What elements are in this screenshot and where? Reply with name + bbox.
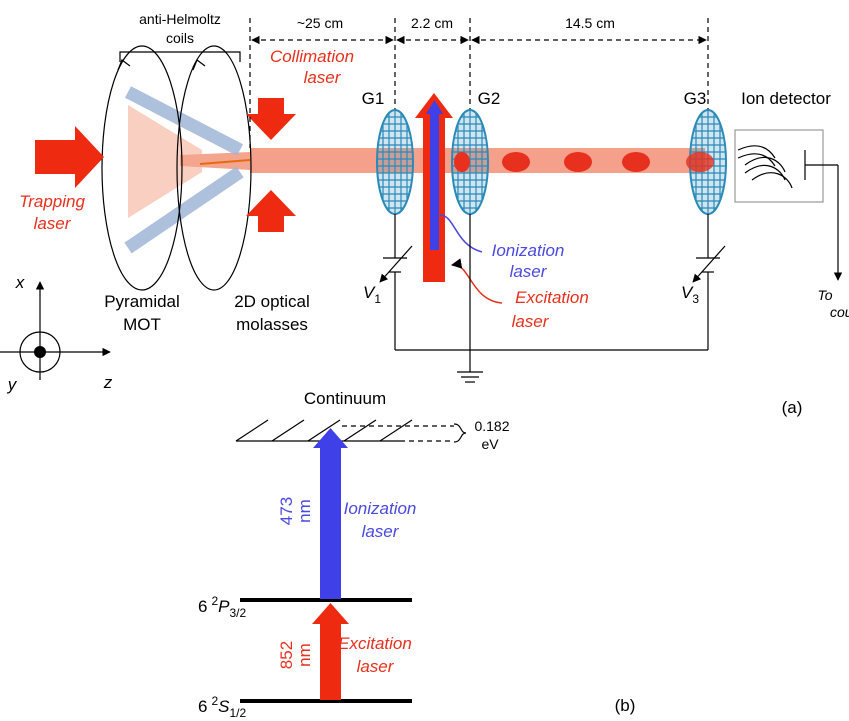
ion-detector-label: Ion detector — [741, 89, 831, 108]
continuum-edge-part — [236, 420, 268, 441]
wavelength-label: nm — [295, 499, 314, 523]
circuit-part — [380, 246, 412, 282]
voltage-label: V3 — [681, 283, 699, 306]
level-j: 3/2 — [230, 606, 247, 620]
distance-label: ~25 cm — [297, 15, 343, 31]
level-n: 6 — [198, 597, 207, 616]
beam-cone — [128, 105, 705, 218]
atom-dots-part — [502, 152, 530, 172]
excitation-label: Excitation — [515, 288, 589, 307]
voltage-label: V1 — [363, 283, 381, 306]
wavelength-label: nm — [295, 643, 314, 667]
ionization-leader — [440, 215, 482, 252]
mot-label: MOT — [123, 315, 161, 334]
coils-label: coils — [166, 30, 194, 46]
molasses-label: molasses — [236, 315, 308, 334]
continuum-edge-part — [380, 420, 412, 441]
mot-label: Pyramidal — [104, 292, 180, 311]
ionization-label: laser — [362, 522, 400, 541]
trapping-label: Trapping — [19, 192, 85, 211]
collimation-label: Collimation — [270, 47, 354, 66]
level-n: 6 — [198, 697, 207, 716]
atom-dots-part — [622, 152, 650, 172]
collimation-label: laser — [304, 68, 342, 87]
continuum-edge-part — [272, 420, 304, 441]
gap-label: eV — [481, 436, 499, 452]
voltage-sub: 1 — [374, 292, 381, 306]
counter-label: counter — [830, 304, 849, 320]
continuum-label: Continuum — [304, 389, 386, 408]
ionization-arrow-part — [313, 428, 348, 448]
atom-dots-part — [454, 152, 470, 172]
excitation-leader — [452, 265, 502, 303]
axis-label: z — [103, 373, 113, 392]
page: {"panel_a": { "coils_label": ["anti-Helm… — [0, 0, 849, 721]
excitation-arrow-part — [312, 603, 349, 624]
continuum-edge-part — [454, 424, 466, 442]
excitation-label: Excitation — [338, 634, 412, 653]
grid-label: G2 — [478, 89, 501, 108]
trapping-label: laser — [34, 214, 72, 233]
grid-label: G1 — [362, 89, 385, 108]
collimation-arrow — [246, 98, 296, 140]
coils-label: anti-Helmoltz — [139, 11, 221, 27]
counter-label: To — [817, 287, 832, 303]
continuum-edge-part — [344, 420, 376, 441]
trapping-arrow — [35, 126, 104, 188]
wavelength-label: 473 — [277, 497, 296, 525]
ion-detector-part — [735, 130, 823, 202]
grid-label: G3 — [684, 89, 707, 108]
grid-electrode — [377, 110, 413, 214]
level-j: 1/2 — [230, 706, 247, 720]
continuum-edge — [236, 420, 466, 442]
ionization-label: laser — [510, 262, 548, 281]
distance-label: 14.5 cm — [565, 15, 615, 31]
collimation-arrow — [246, 190, 296, 232]
molasses-label: 2D optical — [234, 292, 310, 311]
gap-label: 0.182 — [474, 418, 509, 434]
ionization-beam-part — [430, 112, 439, 250]
axis-label: x — [15, 273, 25, 292]
panel-label: (a) — [782, 398, 803, 417]
ion-detector — [735, 130, 838, 280]
voltage-sub: 3 — [692, 292, 699, 306]
ionization-label: Ionization — [492, 241, 565, 260]
axis-label: y — [7, 375, 18, 394]
ionization-label: Ionization — [344, 499, 417, 518]
level-l: P — [218, 597, 230, 616]
circuit-part — [693, 246, 725, 282]
distance-label: 2.2 cm — [411, 15, 453, 31]
level-l: S — [218, 697, 230, 716]
figure: anti-Helmoltz coils Trapping laser Colli… — [0, 0, 849, 721]
panel-label: (b) — [615, 696, 636, 715]
excitation-label: laser — [512, 312, 550, 331]
coils-part — [193, 60, 205, 70]
ionization-arrow-part — [320, 446, 341, 599]
atom-dots-part — [686, 152, 714, 172]
excitation-label: laser — [357, 657, 395, 676]
ion-detector-part — [738, 146, 792, 188]
atom-dots-part — [564, 152, 592, 172]
grid-electrode-part — [377, 110, 413, 214]
wavelength-label: 852 — [277, 641, 296, 669]
coils-bracket — [120, 52, 240, 62]
axes-icon — [0, 282, 110, 380]
